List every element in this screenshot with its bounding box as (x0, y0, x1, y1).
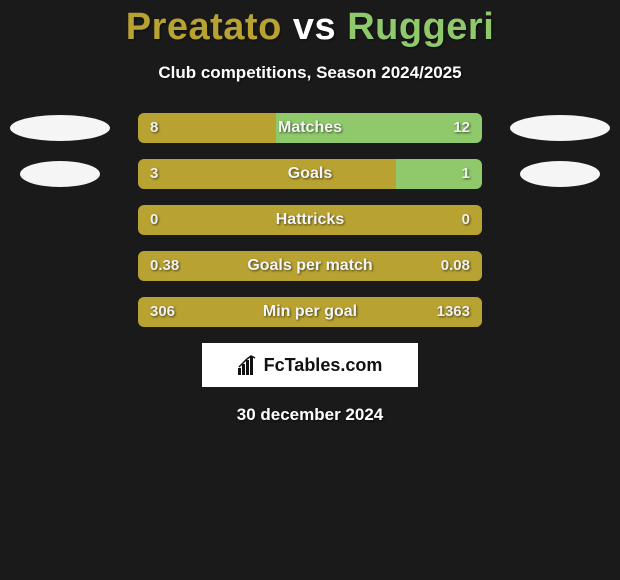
player1-bar (138, 113, 276, 143)
stat-bar-track: 3061363Min per goal (138, 297, 482, 327)
player2-value: 1 (462, 159, 470, 189)
subtitle: Club competitions, Season 2024/2025 (0, 63, 620, 83)
stat-bar-track: 812Matches (138, 113, 482, 143)
player2-value: 0 (462, 205, 470, 235)
player2-name: Ruggeri (347, 6, 494, 48)
stat-bar-track: 00Hattricks (138, 205, 482, 235)
player1-name: Preatato (126, 6, 282, 48)
player2-value: 1363 (437, 297, 470, 327)
stat-bar-track: 31Goals (138, 159, 482, 189)
player1-value: 3 (150, 159, 158, 189)
stat-row: 3061363Min per goal (0, 297, 620, 327)
player1-bar (138, 159, 396, 189)
vs-text: vs (293, 6, 336, 48)
stat-row: 812Matches (0, 113, 620, 143)
player1-bar (138, 297, 482, 327)
brand-text: FcTables.com (264, 355, 383, 376)
date-text: 30 december 2024 (0, 405, 620, 425)
stat-row: 00Hattricks (0, 205, 620, 235)
stat-row: 0.380.08Goals per match (0, 251, 620, 281)
chart-bars-icon (238, 355, 260, 375)
player2-bar (276, 113, 482, 143)
player2-value: 12 (453, 113, 470, 143)
player2-avatar (510, 115, 610, 141)
player1-value: 8 (150, 113, 158, 143)
player1-bar (138, 205, 482, 235)
stat-row: 31Goals (0, 159, 620, 189)
comparison-title: Preatato vs Ruggeri (0, 0, 620, 49)
player1-value: 306 (150, 297, 175, 327)
player1-avatar (10, 115, 110, 141)
player2-value: 0.08 (441, 251, 470, 281)
player2-avatar (520, 161, 600, 187)
stat-bar-track: 0.380.08Goals per match (138, 251, 482, 281)
player1-bar (138, 251, 482, 281)
player1-value: 0 (150, 205, 158, 235)
brand-badge: FcTables.com (202, 343, 418, 387)
comparison-chart: 812Matches31Goals00Hattricks0.380.08Goal… (0, 113, 620, 327)
player1-value: 0.38 (150, 251, 179, 281)
player1-avatar (20, 161, 100, 187)
